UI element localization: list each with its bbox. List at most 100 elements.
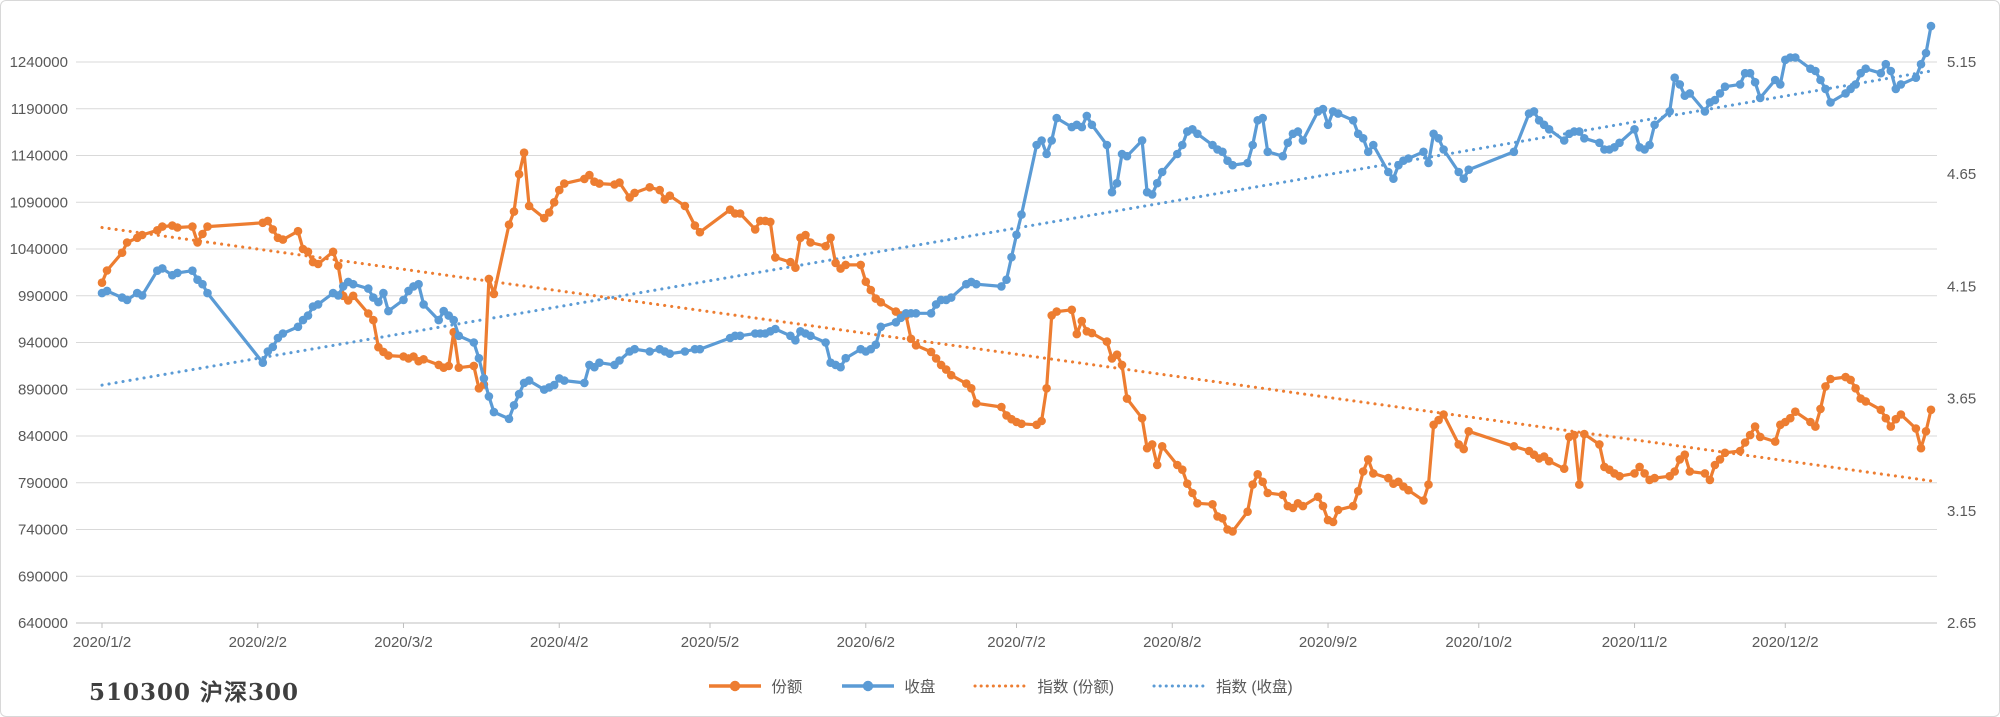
shares-series-point bbox=[1715, 455, 1725, 464]
shares-series-point bbox=[1358, 467, 1368, 476]
shares-series-point bbox=[911, 341, 921, 350]
y-axis-right-label: 2.65 bbox=[1947, 615, 1976, 632]
close-series-point bbox=[1544, 125, 1554, 134]
legend-label: 指数 (份额) bbox=[1037, 679, 1115, 696]
close-series-point bbox=[1248, 140, 1257, 150]
shares-series-point bbox=[801, 230, 810, 240]
shares-series-point bbox=[348, 291, 358, 301]
close-series-point bbox=[841, 353, 850, 363]
shares-series-point bbox=[1258, 477, 1267, 487]
shares-series-point bbox=[806, 238, 815, 247]
x-axis-label: 2020/2/2 bbox=[229, 634, 287, 651]
close-series-point bbox=[1464, 165, 1473, 174]
close-series-point bbox=[1369, 140, 1378, 150]
close-series-point bbox=[1575, 127, 1584, 136]
close-series-point bbox=[871, 340, 881, 350]
close-series-point bbox=[1107, 187, 1117, 197]
close-series-point bbox=[1087, 120, 1097, 130]
close-series-point bbox=[549, 380, 559, 390]
shares-series-point bbox=[1926, 405, 1936, 415]
shares-series-point bbox=[1916, 443, 1926, 453]
close-series-point bbox=[258, 358, 268, 368]
close-series-point bbox=[1077, 122, 1087, 132]
legend-dotted-line-icon bbox=[973, 684, 1029, 688]
close-series-point bbox=[1263, 147, 1272, 157]
close-series-point bbox=[1816, 75, 1825, 85]
legend-item-1[interactable]: 收盘 bbox=[840, 675, 935, 697]
close-series-point bbox=[1776, 80, 1785, 89]
shares-series-point bbox=[549, 198, 559, 207]
close-series-point bbox=[1318, 104, 1328, 114]
close-series-point bbox=[1323, 120, 1333, 130]
y-axis-left-label: 640000 bbox=[18, 615, 68, 632]
legend-item-2[interactable]: 指数 (份额) bbox=[973, 675, 1114, 697]
close-series-point bbox=[836, 362, 845, 372]
x-axis-label: 2020/7/2 bbox=[987, 634, 1045, 651]
x-axis-label: 2020/5/2 bbox=[681, 634, 739, 651]
y-axis-right-label: 5.15 bbox=[1947, 54, 1976, 71]
shares-series-point bbox=[1559, 464, 1569, 474]
trendline-close bbox=[100, 69, 1933, 387]
shares-series-point bbox=[1313, 492, 1323, 502]
close-series-point bbox=[1137, 136, 1147, 145]
close-series-point bbox=[1509, 147, 1519, 157]
shares-series-point bbox=[997, 402, 1006, 412]
shares-series-point bbox=[1580, 429, 1589, 439]
close-series-point bbox=[580, 378, 589, 388]
close-series-point bbox=[1921, 48, 1931, 58]
close-series-point bbox=[1881, 59, 1891, 69]
shares-series-point bbox=[1243, 507, 1252, 516]
shares-series-point bbox=[695, 227, 705, 237]
close-series-point bbox=[1791, 53, 1800, 62]
close-series-point bbox=[997, 282, 1006, 291]
legend-item-0[interactable]: 份额 bbox=[707, 675, 802, 697]
close-series-point bbox=[1147, 190, 1157, 199]
shares-series-point bbox=[831, 258, 840, 268]
x-axis-label: 2020/1/2 bbox=[73, 634, 131, 651]
close-series-point bbox=[137, 291, 147, 300]
shares-series-point bbox=[1017, 419, 1026, 429]
shares-series-point bbox=[1826, 374, 1835, 384]
close-series-point bbox=[1595, 138, 1604, 148]
shares-series-point bbox=[117, 248, 127, 257]
close-series-point bbox=[434, 315, 444, 325]
shares-series-point bbox=[735, 209, 745, 218]
close-series-point bbox=[1419, 147, 1428, 157]
legend-item-3[interactable]: 指数 (收盘) bbox=[1152, 675, 1293, 697]
shares-series-point bbox=[1384, 473, 1393, 483]
shares-series-point bbox=[926, 347, 936, 357]
close-series-point bbox=[454, 331, 464, 341]
y-axis-left-label: 940000 bbox=[18, 335, 68, 352]
shares-series-point bbox=[1208, 500, 1217, 509]
x-axis-label: 2020/3/2 bbox=[374, 634, 432, 651]
close-series-point bbox=[1278, 151, 1288, 161]
shares-series-point bbox=[1770, 437, 1780, 446]
shares-series-point bbox=[1680, 450, 1690, 460]
shares-series-point bbox=[1424, 480, 1433, 489]
shares-series-point bbox=[384, 351, 393, 360]
shares-series-point bbox=[630, 188, 639, 198]
shares-series-point bbox=[1685, 467, 1695, 476]
close-series-point bbox=[384, 306, 393, 316]
shares-series-point bbox=[1137, 413, 1147, 423]
close-series-point bbox=[1298, 136, 1308, 145]
x-axis-label: 2020/12/2 bbox=[1752, 634, 1819, 651]
close-series-point bbox=[1112, 178, 1122, 188]
close-series-point bbox=[972, 279, 981, 289]
shares-series-point bbox=[1876, 405, 1886, 415]
close-series-point bbox=[1434, 134, 1443, 143]
shares-series-point bbox=[1369, 469, 1378, 478]
shares-series-point bbox=[369, 315, 378, 325]
y-axis-right-label: 3.65 bbox=[1947, 391, 1976, 408]
close-series-point bbox=[1007, 252, 1016, 262]
chart-title: 510300 沪深300 bbox=[89, 679, 300, 706]
close-series-point bbox=[203, 288, 212, 298]
close-series-point bbox=[1243, 158, 1252, 168]
close-series-point bbox=[188, 266, 197, 276]
shares-series-point bbox=[102, 266, 112, 275]
close-series-point bbox=[1720, 82, 1730, 91]
shares-series-point bbox=[1253, 470, 1262, 479]
shares-series-point bbox=[941, 365, 951, 374]
shares-series-point bbox=[1087, 328, 1097, 338]
close-series-point bbox=[1042, 149, 1051, 159]
